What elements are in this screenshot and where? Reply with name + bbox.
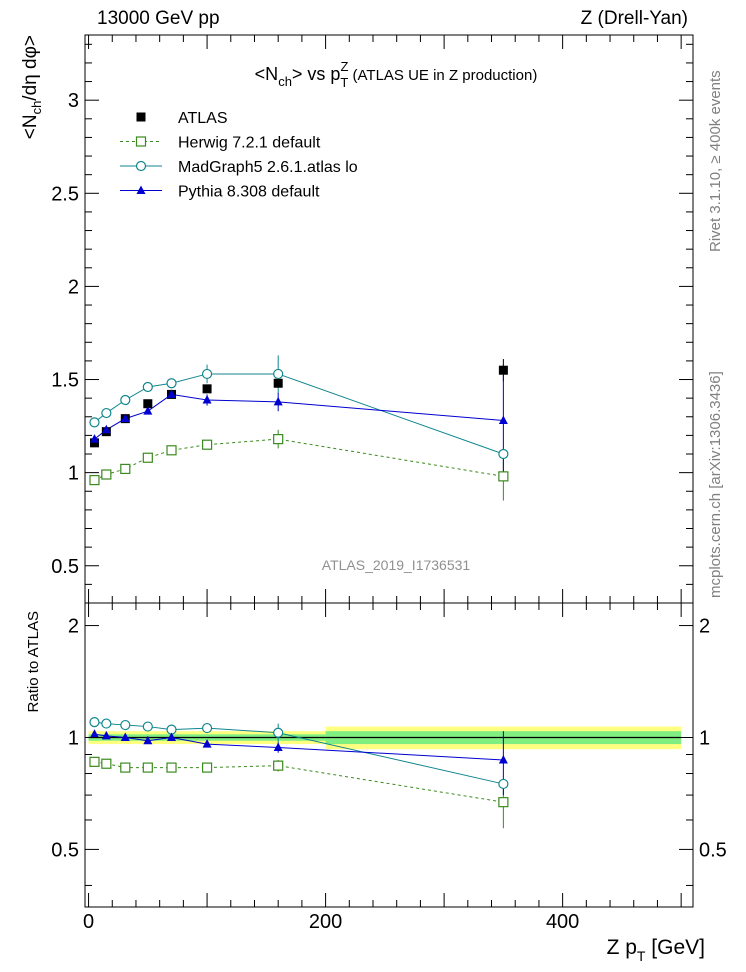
main-atlas-point — [89, 438, 99, 448]
main-y-tick-label: 2 — [68, 276, 79, 298]
ratio-herwig-7-2-1-default-point — [498, 797, 509, 808]
chart-titles: <Nch> vs pZ T (ATLAS UE in Z production) A… — [20, 35, 705, 964]
ratio-herwig-7-2-1-default-point — [142, 762, 153, 773]
ratio-herwig-7-2-1-default-point — [89, 756, 100, 767]
main-pythia-8-308-default-point — [101, 424, 111, 434]
x-tick-label: 400 — [546, 911, 579, 933]
ratio-pythia-8-308-default-point — [143, 735, 153, 745]
main-herwig-7-2-1-default-point — [201, 439, 213, 450]
main-herwig-7-2-1-default-point — [498, 471, 509, 482]
ratio-y-tick-label: 2 — [68, 616, 79, 638]
x-axis-label: Z pT [GeV] — [607, 936, 705, 964]
ratio-madgraph5-2-6-1-atlas-lo-point — [273, 727, 284, 738]
ratio-uncertainty-bands — [88, 726, 682, 750]
ratio-pythia-8-308-default-point — [273, 742, 283, 751]
main-herwig-7-2-1-default-point — [273, 434, 284, 445]
ratio-madgraph5-2-6-1-atlas-lo-point — [201, 722, 213, 734]
ratio-y-tick-label-right: 0.5 — [699, 839, 727, 861]
main-atlas-point — [143, 399, 153, 409]
x-tick-label: 0 — [83, 911, 94, 933]
main-pythia-8-308-default-point — [167, 389, 177, 398]
error-bars — [93, 355, 504, 829]
header-right: Z (Drell-Yan) — [580, 8, 688, 29]
chart-title: <Nch> vs pZ T (ATLAS UE in Z production) — [255, 59, 538, 90]
ratio-y-tick-label: 1 — [68, 727, 79, 749]
main-madgraph5-2-6-1-atlas-lo-point — [201, 368, 213, 380]
main-y-tick-label: 1 — [68, 463, 79, 485]
main-pythia-8-308-default-point — [202, 395, 212, 404]
main-y-tick-label: 0.5 — [51, 556, 79, 578]
ratio-herwig-7-2-1-default-line — [94, 761, 504, 803]
header-left: 13000 GeV pp — [97, 8, 220, 29]
main-pythia-8-308-default-point — [498, 415, 508, 424]
legend-marker-madgraph5-2-6-1-atlas-lo — [135, 160, 147, 172]
ratio-madgraph5-2-6-1-atlas-lo-point — [120, 719, 131, 731]
ratio-plot-frame — [84, 602, 694, 908]
ratio-y-axis-label: Ratio to ATLAS — [25, 611, 42, 712]
legend-label-herwig-7-2-1-default: Herwig 7.2.1 default — [178, 135, 321, 152]
ratio-herwig-7-2-1-default-point — [120, 762, 131, 773]
ratio-herwig-7-2-1-default-point — [166, 762, 177, 773]
ratio-madgraph5-2-6-1-atlas-lo-point — [498, 778, 509, 790]
ratio-herwig-7-2-1-default-point — [201, 762, 213, 773]
ratio-y-tick-label-right: 1 — [699, 727, 710, 749]
data-markers — [89, 365, 509, 808]
main-y-axis-label: <Nch/dη dφ> — [20, 35, 44, 139]
main-madgraph5-2-6-1-atlas-lo-point — [498, 448, 509, 460]
main-y-tick-label: 3 — [68, 90, 79, 112]
main-madgraph5-2-6-1-atlas-lo-point — [166, 378, 177, 389]
legend: ATLAS Herwig 7.2.1 default MadGraph5 2.6.1… — [120, 110, 358, 201]
axis-ticks — [85, 35, 693, 907]
ratio-madgraph5-2-6-1-atlas-lo-point — [101, 718, 112, 729]
main-atlas-point — [273, 378, 283, 388]
main-pythia-8-308-default-point — [273, 396, 283, 406]
main-atlas-point — [498, 365, 508, 375]
main-pythia-8-308-default-point — [89, 434, 99, 443]
ratio-pythia-8-308-default-point — [202, 739, 212, 748]
legend-label-atlas: ATLAS — [178, 110, 228, 127]
main-plot-frame — [84, 34, 694, 604]
main-herwig-7-2-1-default-point — [142, 452, 153, 463]
legend-label-madgraph5-2-6-1-atlas-lo: MadGraph5 2.6.1.atlas lo — [178, 159, 358, 176]
tick-labels: 0.5 1 1.5 2 2.5 3 0.5 0.5 1 1 2 2 0 200 400 — [51, 90, 727, 933]
x-tick-label: 200 — [309, 911, 342, 933]
main-herwig-7-2-1-default-line — [94, 438, 504, 481]
legend-marker-atlas — [136, 112, 146, 122]
main-atlas-point — [202, 384, 212, 394]
main-pythia-8-308-default-point — [120, 413, 130, 423]
main-madgraph5-2-6-1-atlas-lo-point — [101, 407, 112, 419]
main-y-tick-label: 2.5 — [51, 183, 79, 205]
main-pythia-8-308-default-point — [143, 406, 153, 415]
main-herwig-7-2-1-default-point — [101, 469, 112, 480]
ratio-herwig-7-2-1-default-point — [273, 760, 284, 771]
ratio-herwig-7-2-1-default-point — [101, 758, 112, 769]
main-madgraph5-2-6-1-atlas-lo-line — [94, 373, 504, 455]
plot-frames — [84, 34, 694, 908]
analysis-watermark: ATLAS_2019_I1736531 — [322, 557, 471, 573]
main-madgraph5-2-6-1-atlas-lo-point — [273, 368, 284, 380]
ratio-madgraph5-2-6-1-atlas-lo-point — [89, 716, 100, 728]
ratio-pythia-8-308-default-point — [89, 729, 99, 738]
main-herwig-7-2-1-default-point — [89, 474, 100, 486]
legend-marker-herwig-7-2-1-default — [135, 136, 147, 147]
legend-label-pythia-8-308-default: Pythia 8.308 default — [178, 184, 320, 201]
main-herwig-7-2-1-default-point — [166, 445, 177, 456]
main-madgraph5-2-6-1-atlas-lo-point — [142, 381, 153, 393]
ratio-pythia-8-308-default-line — [94, 733, 504, 761]
ratio-pythia-8-308-default-point — [167, 732, 177, 741]
main-herwig-7-2-1-default-point — [120, 463, 131, 475]
ratio-pythia-8-308-default-point — [120, 732, 130, 741]
ratio-pythia-8-308-default-point — [101, 730, 111, 740]
ratio-madgraph5-2-6-1-atlas-lo-point — [142, 721, 153, 732]
ratio-y-tick-label: 0.5 — [51, 839, 79, 861]
ratio-pythia-8-308-default-point — [498, 754, 508, 764]
legend-marker-pythia-8-308-default — [136, 185, 146, 194]
main-madgraph5-2-6-1-atlas-lo-point — [120, 394, 131, 406]
ratio-y-tick-label-right: 2 — [699, 616, 710, 638]
main-y-tick-label: 1.5 — [51, 370, 79, 392]
main-madgraph5-2-6-1-atlas-lo-point — [89, 417, 100, 428]
